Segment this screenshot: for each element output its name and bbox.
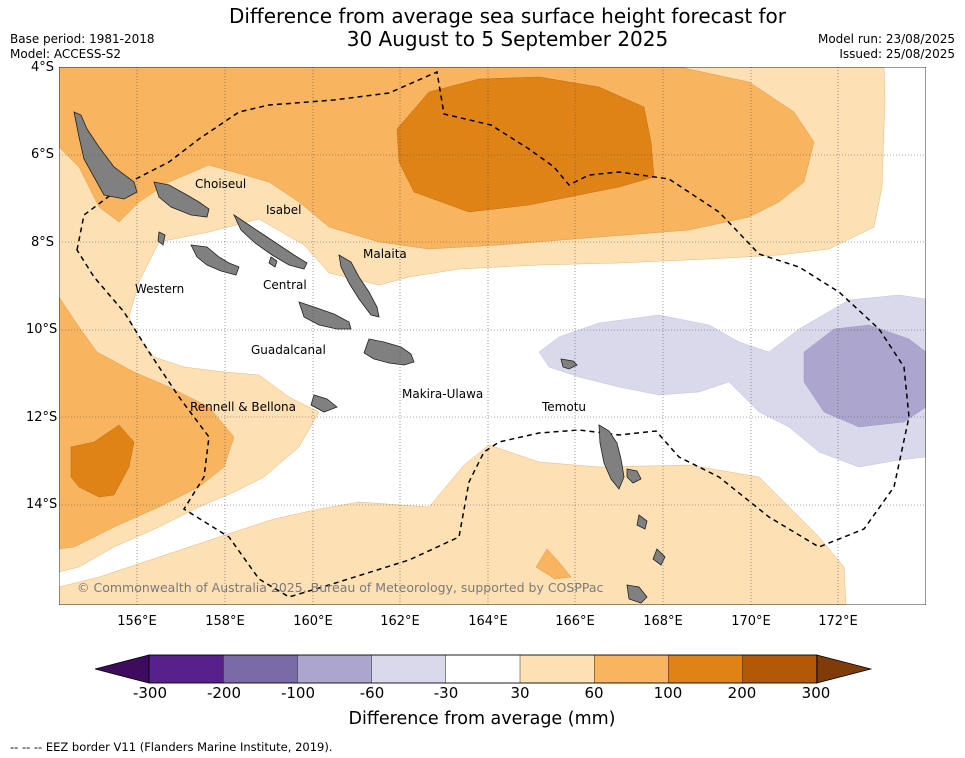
lon-tick-label: 170°E [731,614,771,629]
anomaly-contour-neg-30-60 [538,294,926,468]
colorbar-swatch [668,654,744,684]
sea-level-map: Choiseul Isabel Malaita Western Central … [59,67,926,605]
colorbar-tick-label: -300 [132,684,168,702]
lon-tick-label: 164°E [468,614,508,629]
model-label: Model: ACCESS-S2 [10,47,122,61]
lon-tick-label: 160°E [293,614,333,629]
province-label-guadalcanal: Guadalcanal [251,343,326,357]
copyright-notice: © Commonwealth of Australia 2025, Bureau… [77,580,603,595]
map-title-line2: 30 August to 5 September 2025 [346,27,669,51]
graticule [59,67,926,605]
lat-tick-label: 12°S [26,410,58,425]
lat-tick-label: 14°S [26,497,58,512]
colorbar-tick-label: 300 [801,684,831,702]
eez-border [76,70,910,598]
lon-tick-label: 162°E [380,614,420,629]
province-label-central: Central [263,278,307,292]
province-label-choiseul: Choiseul [195,177,246,191]
province-label-isabel: Isabel [266,203,301,217]
lat-tick-label: 10°S [26,322,58,337]
eez-footnote: -- -- -- EEZ border V11 (Flanders Marine… [10,740,333,754]
colorbar-tick-label: -200 [206,684,242,702]
colorbar-tick-label: -30 [433,684,459,702]
colorbar-tick-label: 100 [653,684,683,702]
colorbar-swatch [742,654,818,684]
colorbar [95,654,873,684]
lon-tick-label: 166°E [555,614,595,629]
anomaly-contour-100-200 [70,76,655,498]
map-title-line1: Difference from average sea surface heig… [228,4,787,28]
colorbar-swatch [371,654,447,684]
colorbar-swatch [297,654,373,684]
lat-tick-label: 8°S [30,235,54,250]
colorbar-tick-label: 30 [510,684,530,702]
colorbar-extend-high [816,654,873,684]
model-run-label: Model run: 23/08/2025 [817,32,955,46]
colorbar-title: Difference from average (mm) [348,709,616,729]
issued-label: Issued: 25/08/2025 [839,47,955,61]
base-period-label: Base period: 1981-2018 [10,32,155,46]
colorbar-swatch [222,654,299,684]
province-label-malaita: Malaita [363,247,407,261]
province-label-western: Western [135,282,184,296]
lon-tick-label: 168°E [643,614,683,629]
colorbar-tick-label: 60 [584,684,604,702]
colorbar-swatch [148,654,224,684]
province-label-rennell-bellona: Rennell & Bellona [190,400,296,414]
province-label-makira-ulawa: Makira-Ulawa [402,387,483,401]
colorbar-tick-label: -100 [280,684,316,702]
lat-tick-label: 6°S [30,147,54,162]
lon-tick-label: 172°E [818,614,858,629]
province-label-temotu: Temotu [541,400,586,414]
colorbar-tick-label: -60 [359,684,385,702]
colorbar-swatch [594,654,670,684]
land-masses [73,111,666,604]
lat-tick-label: 4°S [30,60,54,75]
colorbar-tick-label: 200 [727,684,757,702]
colorbar-swatch [519,654,595,684]
colorbar-extend-low [95,654,150,684]
lon-tick-label: 158°E [205,614,245,629]
colorbar-swatch [445,654,521,684]
lon-tick-label: 156°E [117,614,157,629]
